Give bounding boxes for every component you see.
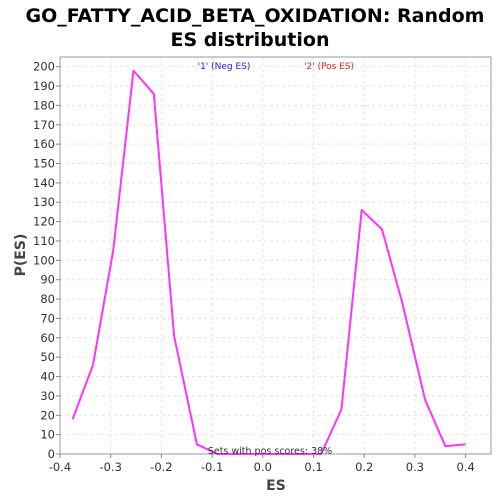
x-tick-label: 0.0 — [254, 460, 272, 474]
y-tick-label: 40 — [40, 370, 55, 384]
y-tick-label: 130 — [33, 195, 55, 209]
y-tick-label: 110 — [33, 234, 55, 248]
y-tick-label: 70 — [40, 311, 55, 325]
es-distribution-line — [71, 69, 466, 455]
pos-scores-annotation: Sets with pos scores: 38% — [208, 446, 332, 457]
y-tick-label: 170 — [33, 118, 55, 132]
y-tick-label: 190 — [33, 79, 55, 93]
y-tick-label: 90 — [40, 273, 55, 287]
y-tick-label: 10 — [40, 428, 55, 442]
y-axis-label: P(ES) — [13, 234, 29, 277]
y-tick-label: 200 — [33, 60, 55, 74]
chart-title-line-2: ES distribution — [171, 29, 330, 51]
y-tick-label: 100 — [33, 253, 55, 267]
legend-pos-es: '2' (Pos ES) — [304, 62, 354, 72]
y-tick-label: 180 — [33, 98, 55, 112]
y-tick-label: 0 — [48, 447, 55, 461]
y-tick-label: 150 — [33, 157, 55, 171]
x-tick-label: 0.2 — [355, 460, 373, 474]
y-tick-label: 80 — [40, 292, 55, 306]
x-tick-label: -0.2 — [150, 460, 172, 474]
x-tick-label: -0.4 — [49, 460, 71, 474]
y-tick-label: 20 — [40, 408, 55, 422]
y-tick-label: 30 — [40, 389, 55, 403]
y-tick-label: 160 — [33, 137, 55, 151]
y-tick-label: 60 — [40, 331, 55, 345]
x-tick-label: 0.3 — [406, 460, 424, 474]
x-tick-label: -0.1 — [201, 460, 223, 474]
x-tick-label: 0.4 — [456, 460, 474, 474]
grid — [59, 57, 491, 455]
x-axis-label: ES — [266, 478, 286, 494]
series — [71, 69, 466, 455]
axis-ticks: 0 10 20 30 40 50 60 70 80 90 100 110 120 130 140 150 160… — [33, 60, 475, 474]
legend-neg-es: '1' (Neg ES) — [198, 62, 251, 72]
y-tick-label: 120 — [33, 215, 55, 229]
x-tick-label: -0.3 — [99, 460, 121, 474]
y-tick-label: 50 — [40, 350, 55, 364]
chart-title-line-1: GO_FATTY_ACID_BETA_OXIDATION: Random — [26, 5, 485, 27]
plot-area-frame — [59, 56, 492, 455]
y-tick-label: 140 — [33, 176, 55, 190]
x-tick-label: 0.1 — [304, 460, 322, 474]
